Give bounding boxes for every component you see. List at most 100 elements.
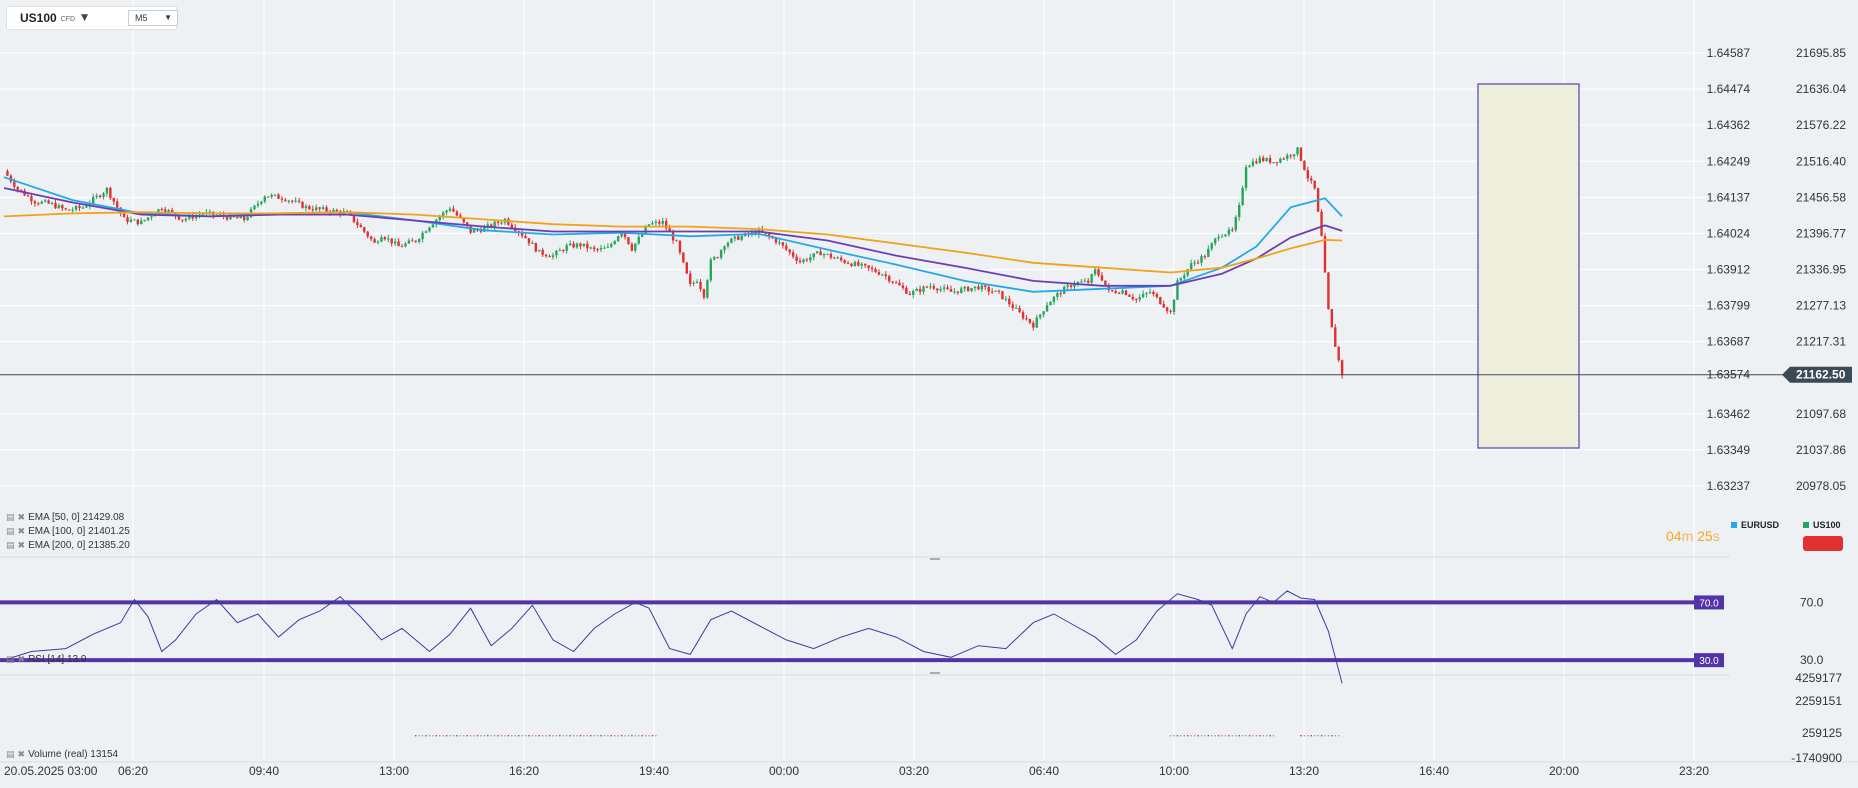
x-tick: 23:20 (1679, 764, 1709, 778)
volume-bar (1228, 735, 1230, 737)
candle-body (936, 288, 939, 291)
volume-bar (559, 735, 561, 737)
volume-axis-tick: 259125 (1802, 726, 1842, 740)
candle-body (1334, 327, 1337, 347)
candle-body (1227, 229, 1231, 235)
chevron-down-icon[interactable]: ▼ (164, 13, 172, 22)
indicator-rsi[interactable]: ▤ ✖ RSI [14] 13.9 (6, 654, 86, 665)
x-tick: 00:00 (769, 764, 799, 778)
candle-body (510, 224, 514, 228)
candle-body (867, 265, 870, 268)
volume-bar (1269, 735, 1271, 737)
candle-body (994, 290, 997, 292)
candle-body (1337, 346, 1340, 361)
volume-axis-tick: 2259151 (1795, 694, 1842, 708)
candle-body (726, 242, 730, 247)
candle-body (781, 242, 785, 246)
candle-body (359, 225, 363, 228)
close-icon[interactable]: ✖ (17, 540, 26, 551)
indicator-ema50[interactable]: ▤ ✖ EMA [50, 0] 21429.08 (6, 512, 124, 523)
candle-body (1128, 294, 1131, 297)
candle-body (640, 233, 644, 237)
volume-bar (607, 735, 609, 737)
candle-body (802, 259, 805, 263)
candle-body (596, 249, 599, 251)
candle-body (225, 216, 229, 220)
indicator-volume[interactable]: ▤ ✖ Volume (real) 13154 (6, 749, 118, 760)
y-axis: 1.64587 21695.85 1.64474 21636.04 1.64362 215… (1707, 46, 1847, 493)
candle-body (242, 216, 246, 221)
candle-body (1035, 317, 1038, 328)
candle-body (170, 210, 174, 213)
legend-eurusd[interactable]: EURUSD (1731, 520, 1779, 530)
volume-bar (638, 735, 640, 737)
ema-lines (3, 176, 1343, 293)
candle-body (479, 229, 483, 232)
candle-body (898, 282, 901, 286)
legend-us100[interactable]: US100 (1803, 520, 1841, 530)
settings-icon[interactable]: ▤ (6, 654, 15, 665)
y-left-tick: 1.64362 (1707, 118, 1751, 132)
candle-body (417, 239, 421, 242)
indicator-ema100[interactable]: ▤ ✖ EMA [100, 0] 21401.25 (6, 526, 130, 537)
close-icon[interactable]: ✖ (17, 526, 26, 537)
candle-body (297, 200, 301, 202)
candle-body (538, 249, 541, 252)
symbol-toolbar: US100 CFD ▼ M5 ▼ (6, 6, 178, 30)
close-icon[interactable]: ✖ (17, 749, 26, 760)
candle-body (1238, 204, 1241, 218)
volume-bar (641, 735, 643, 737)
candle-body (713, 257, 716, 260)
settings-icon[interactable]: ▤ (6, 526, 15, 537)
candle-body (1289, 155, 1292, 157)
y-right-tick: 21576.22 (1796, 118, 1846, 132)
candle-body (1241, 187, 1244, 205)
timer-seconds-unit: s (1712, 528, 1720, 544)
candle-body (1038, 314, 1042, 318)
candle-body (850, 263, 853, 267)
candle-body (287, 200, 290, 202)
indicator-ema200[interactable]: ▤ ✖ EMA [200, 0] 21385.20 (6, 540, 130, 551)
volume-bar (463, 735, 465, 737)
candle-body (129, 219, 133, 222)
candle-body (685, 262, 688, 274)
volume-bar (425, 735, 427, 737)
y-right-tick: 21396.77 (1796, 226, 1846, 240)
candle-body (1073, 284, 1076, 287)
volume-bar (627, 735, 630, 737)
candle-body (881, 274, 884, 276)
candle-body (531, 243, 534, 245)
rsi-line (3, 590, 1343, 684)
symbol-label[interactable]: US100 (20, 11, 57, 25)
candle-body (562, 250, 565, 252)
current-price-line: 21162.50 (0, 366, 1852, 383)
candle-body (37, 203, 40, 205)
candle-body (737, 236, 740, 240)
volume-bar (421, 735, 424, 737)
candle-body (1069, 285, 1073, 287)
candle-body (332, 209, 335, 213)
timeframe-select[interactable]: M5 ▼ (128, 10, 178, 26)
candle-body (1251, 161, 1255, 166)
candle-body (946, 287, 949, 290)
us100-sell-badge[interactable] (1803, 536, 1843, 551)
close-icon[interactable]: ✖ (17, 654, 26, 665)
chevron-down-icon[interactable]: ▼ (81, 13, 89, 23)
candle-body (1121, 290, 1124, 294)
candle-body (761, 229, 764, 233)
close-icon[interactable]: ✖ (17, 512, 26, 523)
volume-bar (1238, 735, 1240, 737)
candle-body (575, 243, 579, 248)
settings-icon[interactable]: ▤ (6, 749, 15, 760)
settings-icon[interactable]: ▤ (6, 540, 15, 551)
candle-body (411, 240, 414, 242)
candle-body (1183, 275, 1186, 279)
candle-body (47, 200, 50, 204)
candle-body (774, 238, 778, 243)
volume-bar (514, 735, 516, 737)
settings-icon[interactable]: ▤ (6, 512, 15, 523)
candle-body (177, 216, 181, 220)
candle-body (30, 196, 33, 202)
candle-body (678, 240, 682, 253)
